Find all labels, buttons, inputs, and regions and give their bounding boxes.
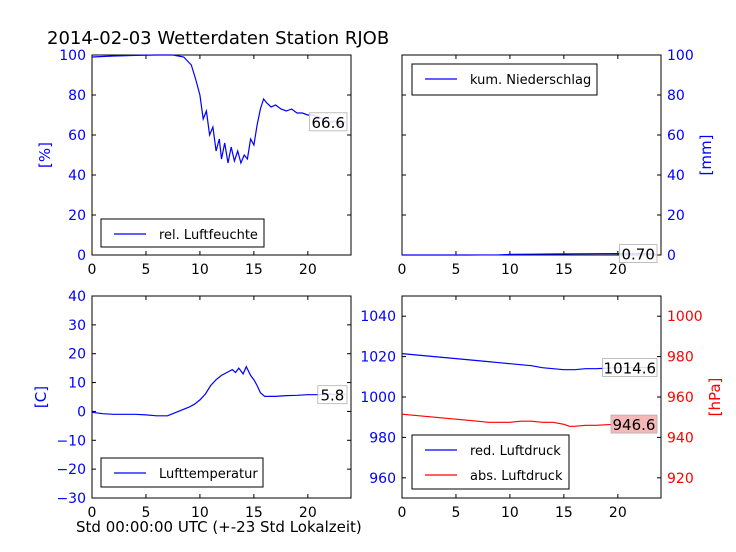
last-value-box bbox=[317, 385, 348, 405]
legend-label: rel. Luftfeuchte bbox=[159, 228, 258, 243]
y-tick-label: 980 bbox=[369, 430, 396, 446]
y2-tick-label: 960 bbox=[667, 390, 694, 406]
x-tick-label: 5 bbox=[451, 505, 460, 521]
x-tick-label: 10 bbox=[191, 262, 209, 278]
y-tick-label: 0 bbox=[667, 248, 676, 264]
y-tick-label: −30 bbox=[56, 491, 86, 507]
y-tick-label: 60 bbox=[667, 128, 685, 144]
y-tick-label: 1040 bbox=[360, 309, 396, 325]
y-tick-label: −10 bbox=[56, 433, 86, 449]
y-axis-label: [C] bbox=[32, 386, 50, 408]
x-tick-label: 0 bbox=[88, 505, 97, 521]
x-tick-label: 15 bbox=[245, 262, 263, 278]
y-tick-label: −20 bbox=[56, 462, 86, 478]
y-tick-label: 80 bbox=[68, 88, 86, 104]
plot-frame bbox=[401, 54, 662, 256]
y-tick-label: 40 bbox=[68, 168, 86, 184]
y-tick-label: 80 bbox=[667, 88, 685, 104]
panel-humidity: 0 5 10 15 20 0 20 40 60 80 100 [%] 66.6 rel. Luftfeuc… bbox=[36, 48, 352, 278]
legend-label: Lufttemperatur bbox=[159, 467, 258, 482]
x-tick-label: 15 bbox=[245, 505, 263, 521]
y-tick-label: 100 bbox=[667, 48, 694, 64]
plot-frame bbox=[91, 54, 352, 256]
y-axis-label: [mm] bbox=[697, 135, 715, 176]
y-tick-label: 60 bbox=[68, 128, 86, 144]
y-tick-label: 20 bbox=[68, 347, 86, 363]
x-tick-label: 0 bbox=[88, 262, 97, 278]
y-tick-label: 40 bbox=[68, 289, 86, 305]
y2-tick-label: 920 bbox=[667, 471, 694, 487]
y-tick-label: 20 bbox=[68, 208, 86, 224]
series-line-lufttemperatur bbox=[91, 365, 346, 417]
last-value-label: 1014.6 bbox=[604, 360, 657, 378]
y-tick-label: 1020 bbox=[360, 350, 396, 366]
y-tick-label: 1000 bbox=[360, 390, 396, 406]
panel-precipitation: 0 5 10 15 20 0 20 40 60 80 100 [mm] 0.70 kum. Nieders… bbox=[398, 48, 715, 278]
x-tick-label: 10 bbox=[501, 505, 519, 521]
last-value-label: 0.70 bbox=[621, 246, 654, 264]
last-value-box bbox=[602, 358, 658, 377]
x-tick-label: 5 bbox=[141, 262, 150, 278]
last-value-box bbox=[308, 112, 348, 132]
y2-tick-label: 940 bbox=[667, 430, 694, 446]
y-tick-label: 100 bbox=[59, 48, 86, 64]
y-tick-label: 30 bbox=[68, 318, 86, 334]
x-tick-label: 10 bbox=[501, 262, 519, 278]
y-axis-label: [%] bbox=[36, 142, 54, 168]
legend-label: abs. Luftdruck bbox=[470, 469, 563, 484]
x-tick-label: 20 bbox=[609, 505, 627, 521]
y-tick-label: 0 bbox=[77, 404, 86, 420]
last-value-label: 946.6 bbox=[613, 416, 656, 434]
chart-title: 2014-02-03 Wetterdaten Station RJOB bbox=[47, 28, 389, 49]
y-tick-label: 10 bbox=[68, 376, 86, 392]
x-tick-label: 10 bbox=[191, 505, 209, 521]
legend-box bbox=[100, 218, 265, 248]
x-tick-label: 20 bbox=[299, 262, 317, 278]
x-tick-label: 20 bbox=[299, 505, 317, 521]
y-tick-label: 960 bbox=[369, 471, 396, 487]
y2-axis-label: [hPa] bbox=[706, 378, 724, 417]
y2-tick-label: 1000 bbox=[667, 309, 703, 325]
legend-label: kum. Niederschlag bbox=[470, 73, 591, 88]
panel-pressure: 0 5 10 15 20 960 980 1000 1020 1040 920 940 960 980 10… bbox=[360, 295, 724, 521]
legend-label: red. Luftdruck bbox=[470, 444, 561, 459]
legend-box bbox=[411, 434, 570, 490]
last-value-label: 66.6 bbox=[311, 114, 344, 132]
y-tick-label: 20 bbox=[667, 208, 685, 224]
last-value-label: 5.8 bbox=[320, 387, 344, 405]
x-tick-label: 15 bbox=[555, 505, 573, 521]
x-tick-label: 15 bbox=[555, 262, 573, 278]
y2-tick-label: 980 bbox=[667, 350, 694, 366]
last-value-box bbox=[619, 244, 658, 264]
x-axis-label: Std 00:00:00 UTC (+-23 Std Lokalzeit) bbox=[76, 518, 362, 536]
y-tick-label: 0 bbox=[77, 248, 86, 264]
x-tick-label: 20 bbox=[609, 262, 627, 278]
last-value-box bbox=[610, 414, 658, 434]
x-tick-label: 0 bbox=[398, 262, 407, 278]
series-line-rel--luftfeuchte bbox=[91, 54, 346, 165]
plot-frame bbox=[91, 295, 352, 499]
x-tick-label: 5 bbox=[141, 505, 150, 521]
x-tick-label: 5 bbox=[451, 262, 460, 278]
x-tick-label: 0 bbox=[398, 505, 407, 521]
panel-temperature: 0 5 10 15 20 −30 −20 −10 0 10 20 30 40 [C] 5.8 Lufttemp… bbox=[32, 289, 352, 521]
y-tick-label: 40 bbox=[667, 168, 685, 184]
